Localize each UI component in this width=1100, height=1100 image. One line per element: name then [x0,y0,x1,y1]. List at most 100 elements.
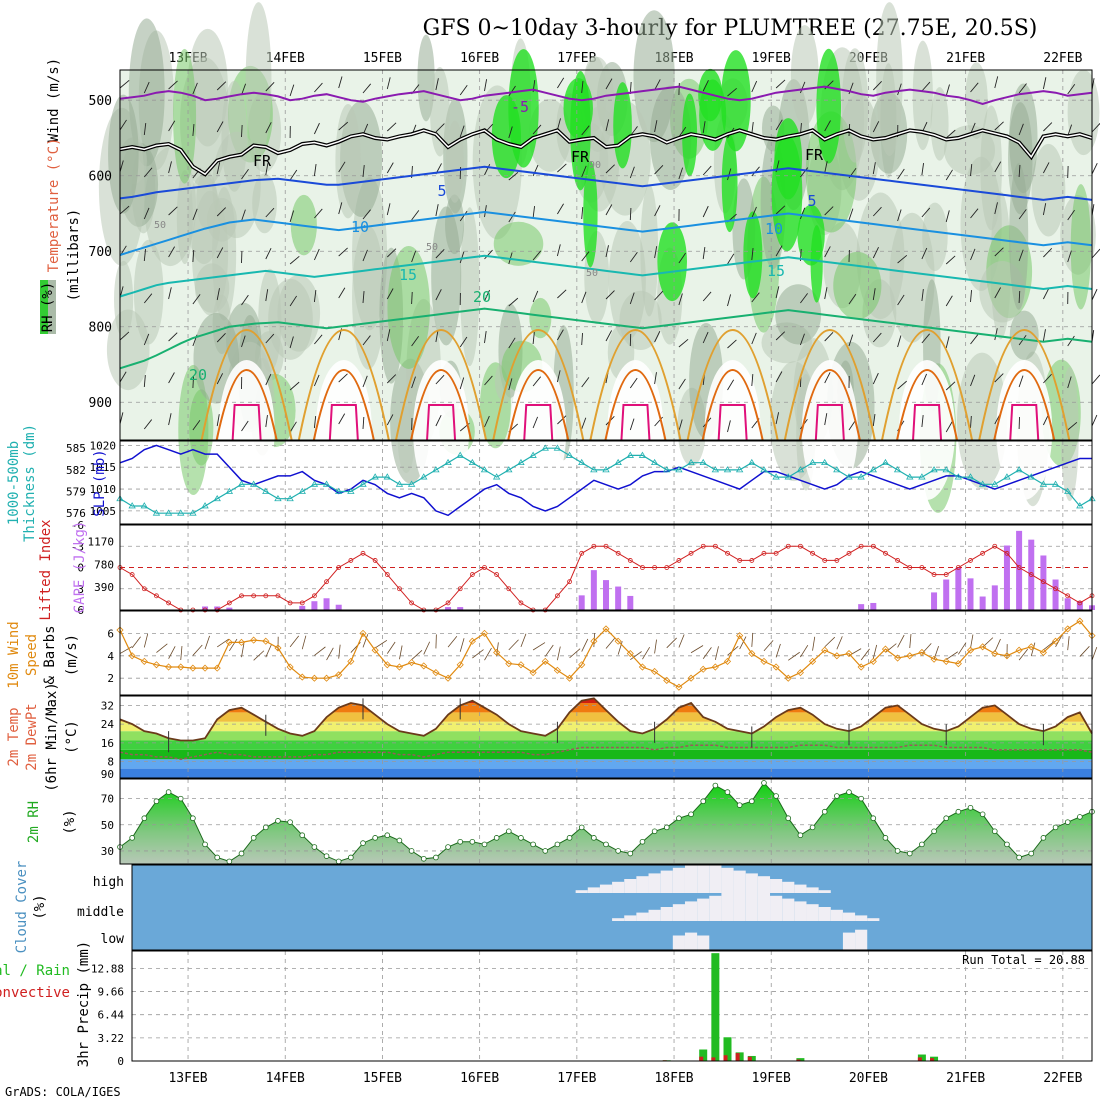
cloud-middle-cell [709,895,722,921]
thickness-point [262,487,270,494]
axis-label-temperature: Temperature (°C) [46,138,62,273]
lifted-index-point [360,550,366,556]
wind-barb [204,635,210,650]
cloud-high-cell [709,865,722,893]
wind-barb [690,645,704,654]
wind-barb [362,209,371,220]
wind-barb [532,416,539,429]
thickness-point [918,473,926,480]
wind-speed-point [347,657,355,665]
cape-bar [445,607,452,610]
thickness-point [383,473,392,480]
wind-speed-point [796,669,804,677]
wind-speed-point [420,662,428,670]
wind-barb [970,334,979,345]
wind-tick-label: 6 [107,627,114,640]
wind-barb [751,248,754,261]
wind-barb [1018,648,1029,661]
wind-barb [678,167,684,180]
wind-barb [1055,634,1063,648]
thickness-point [177,509,185,516]
panel-frame [119,69,1093,441]
pressure-tick-label: 900 [89,396,112,411]
wind-speed-point [456,661,464,669]
rh-shading [352,225,385,370]
wind-barb [386,203,391,216]
wind-barb [945,129,956,139]
wind-barb [800,293,808,304]
rh-point [554,841,561,848]
cloud-background [132,865,1092,950]
wind-barb [897,634,905,648]
wind-barb [581,638,589,652]
temperature-contour-25 [297,329,390,441]
rh-dry-region [704,360,761,500]
wind-speed-point [529,669,537,677]
cloud-middle-cell [757,893,771,921]
lifted-index-point [749,558,755,563]
rh-point [1016,854,1022,861]
date-label-top: 17FEB [557,51,596,66]
rh-point [858,795,864,802]
rh-point [445,844,451,850]
wind-barb [143,123,147,136]
wind-barb [399,645,403,660]
lifted-index-point [955,565,961,570]
precip-convective-bar [747,1056,752,1061]
rh-shading [445,120,464,203]
rh-shading [889,212,935,343]
wind-barb [1091,646,1098,661]
rh-point [323,853,330,859]
rh-shading [805,111,857,233]
wind-barb [459,336,468,348]
lifted-index-point [494,572,500,577]
wind-barb [289,255,300,265]
wind-barb [994,247,1004,257]
wind-barb [1067,124,1073,137]
wind-barb [289,336,294,349]
wind-barb [617,641,623,655]
rh-shading [790,25,819,126]
rh-point [542,848,549,854]
wind-barb [1018,249,1024,262]
temperature-contour-15 [119,254,1093,298]
wind-barb [654,246,658,259]
lifted-index-point [482,565,487,570]
wind-barb [872,247,879,259]
lifted-index-point [239,593,244,599]
wind-barb [411,210,420,221]
cloud-middle-cell [697,898,710,921]
wind-barb [289,169,298,181]
rh-point [311,844,318,850]
rh-point [736,802,743,808]
wind-barb [945,84,950,97]
axis-label-barbs: & Barbs [42,625,58,684]
wind-barb [557,415,567,425]
thickness-point [857,473,865,480]
precip-total-bar [699,1049,708,1061]
temperature-contour-25 [200,329,293,441]
rh-shading [1009,163,1029,310]
thickness-tick-label: 579 [66,486,86,499]
credit-label: GrADS: COLA/IGES [5,1085,121,1099]
thickness-point [359,480,367,487]
thickness-point [675,466,683,473]
temperature-contour-30 [701,369,764,441]
wind-barb [338,76,343,89]
wind-barb [544,644,554,657]
wind-barb [1091,288,1098,301]
wind-barb [812,636,816,651]
cloud-high-cell [599,884,613,893]
cloud-high-cell [794,884,807,893]
wind-barb [411,250,417,263]
contour-label: 10 [765,220,783,238]
wind-speed-point [468,637,476,645]
rh-point [238,850,245,857]
axis-label-total-rain: Total / Rain [0,963,70,979]
wind-barb [970,208,979,219]
thickness-point [480,466,489,473]
li-tick-label: -6 [71,519,84,532]
wind-barb [921,333,930,344]
